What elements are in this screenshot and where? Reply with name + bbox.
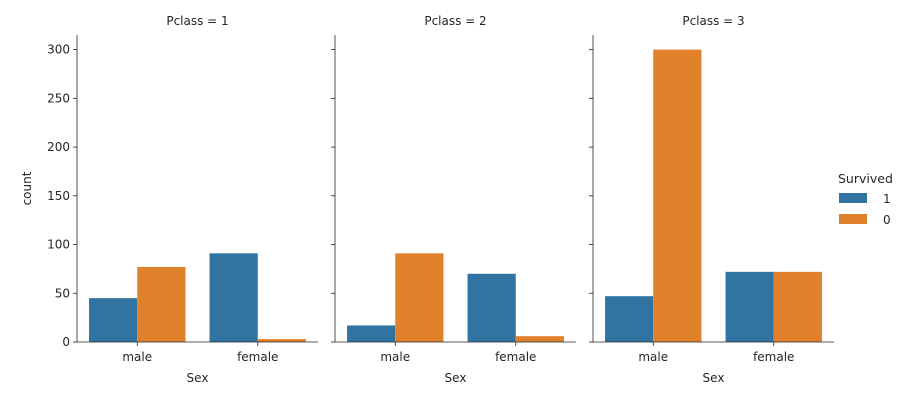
facet-panel-3: Pclass = 3 male female Sex [589,14,834,385]
facet-panel-2: Pclass = 2 male female Sex [331,14,576,385]
y-tick-label: 300 [47,43,70,57]
x-axis-label: Sex [703,371,725,385]
y-tick-label: 150 [47,189,70,203]
bar-male-survived-1 [605,296,654,342]
bar-female-survived-0 [515,336,564,342]
legend-title: Survived [838,171,893,186]
facet-title: Pclass = 2 [424,14,486,28]
bar-female-survived-0 [257,339,306,342]
facet-title: Pclass = 1 [166,14,228,28]
x-tick-label: female [753,350,794,364]
legend-swatch-0 [839,214,867,224]
legend: Survived 1 0 [838,171,893,227]
legend-swatch-1 [839,193,867,203]
x-tick-label: male [380,350,410,364]
y-tick-label: 250 [47,91,70,105]
x-tick-label: male [122,350,152,364]
bar-male-survived-0 [137,266,186,342]
bar-male-survived-1 [89,298,138,342]
legend-label: 1 [883,192,891,206]
legend-label: 0 [883,213,891,227]
y-tick-label: 0 [62,335,70,349]
y-tick-label: 100 [47,238,70,252]
x-axis-label: Sex [445,371,467,385]
bar-female-survived-1 [725,271,774,342]
x-tick-label: female [495,350,536,364]
facet-title: Pclass = 3 [682,14,744,28]
bar-female-survived-0 [773,271,822,342]
x-tick-label: male [638,350,668,364]
bar-male-survived-1 [347,325,396,342]
bar-female-survived-1 [209,253,258,342]
x-tick-label: female [237,350,278,364]
bar-male-survived-0 [653,49,702,343]
bar-female-survived-1 [467,273,516,342]
facet-panel-1: Pclass = 1 male female 0 50 100 150 200 250 300 Se… [47,14,318,385]
bar-male-survived-0 [395,253,444,342]
x-axis-label: Sex [187,371,209,385]
y-tick-label: 200 [47,140,70,154]
y-axis-label: count [20,171,34,205]
y-tick-label: 50 [55,286,70,300]
